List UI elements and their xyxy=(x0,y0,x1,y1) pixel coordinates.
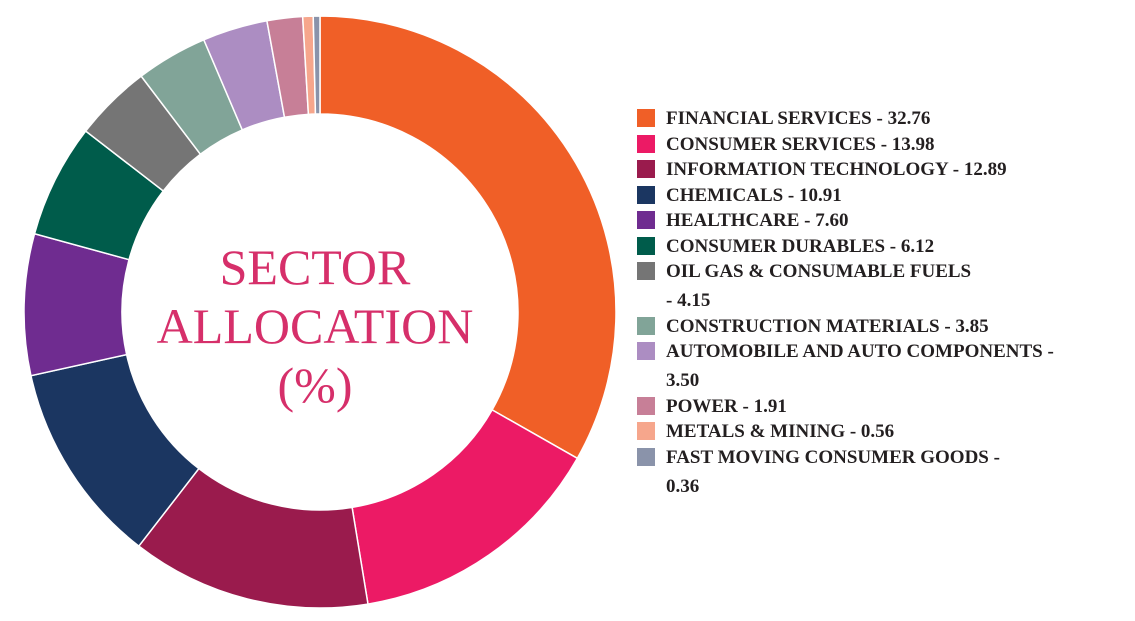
chart-legend: FINANCIAL SERVICES - 32.76 CONSUMER SERVI… xyxy=(637,108,1127,501)
legend-label-line: METALS & MINING - 0.56 xyxy=(666,421,895,442)
legend-label: POWER - 1.91 xyxy=(666,396,1126,418)
legend-label: FAST MOVING CONSUMER GOODS - 0.36 xyxy=(666,447,1126,498)
legend-label-line: CHEMICALS - 10.91 xyxy=(666,184,842,206)
chart-title-line: ALLOCATION xyxy=(156,298,474,354)
legend-label-line: POWER - 1.91 xyxy=(666,395,787,417)
legend-swatch xyxy=(637,185,655,204)
chart-title: SECTOR ALLOCATION (%) xyxy=(135,238,495,415)
legend-label-line: FINANCIAL SERVICES - 32.76 xyxy=(666,108,931,129)
legend-label-line: - 4.15 xyxy=(666,290,711,311)
chart-title-line: SECTOR xyxy=(219,239,411,295)
legend-item: CONSUMER DURABLES - 6.12 xyxy=(637,236,1127,258)
legend-label-line: HEALTHCARE - 7.60 xyxy=(666,210,849,231)
legend-label-line: CONSUMER DURABLES - 6.12 xyxy=(666,235,935,257)
legend-swatch xyxy=(637,109,655,127)
legend-item: AUTOMOBILE AND AUTO COMPONENTS - 3.50 xyxy=(637,341,1127,392)
legend-label: FINANCIAL SERVICES - 32.76 xyxy=(666,108,1126,130)
legend-label: CONSTRUCTION MATERIALS - 3.85 xyxy=(666,316,1126,338)
legend-label: METALS & MINING - 0.56 xyxy=(666,421,1126,443)
legend-swatch xyxy=(637,160,655,178)
donut-chart xyxy=(23,15,617,609)
legend-item: CONSUMER SERVICES - 13.98 xyxy=(637,134,1127,156)
legend-label-line: 0.36 xyxy=(666,475,700,497)
slice-fast-moving-consumer-goods xyxy=(312,15,321,115)
legend-swatch xyxy=(637,262,655,280)
legend-label-line: INFORMATION TECHNOLOGY - 12.89 xyxy=(666,159,1007,180)
legend-swatch xyxy=(637,316,655,335)
legend-label: CHEMICALS - 10.91 xyxy=(666,185,1126,207)
legend-label-line: 3.50 xyxy=(666,370,700,391)
legend-label: INFORMATION TECHNOLOGY - 12.89 xyxy=(666,159,1126,181)
legend-item: HEALTHCARE - 7.60 xyxy=(637,210,1127,232)
legend-item: OIL GAS & CONSUMABLE FUELS - 4.15 xyxy=(637,261,1127,312)
slice-financial-services xyxy=(319,15,617,460)
legend-item: FINANCIAL SERVICES - 32.76 xyxy=(637,108,1127,130)
legend-label: HEALTHCARE - 7.60 xyxy=(666,210,1126,232)
legend-swatch xyxy=(637,211,655,229)
legend-swatch xyxy=(637,342,655,360)
legend-label-line: FAST MOVING CONSUMER GOODS - xyxy=(666,446,1000,468)
legend-label: AUTOMOBILE AND AUTO COMPONENTS - 3.50 xyxy=(666,341,1126,392)
legend-label-line: OIL GAS & CONSUMABLE FUELS xyxy=(666,261,972,282)
legend-swatch xyxy=(637,447,655,466)
legend-label-line: CONSUMER SERVICES - 13.98 xyxy=(666,133,935,155)
legend-swatch xyxy=(637,134,655,153)
legend-label: CONSUMER SERVICES - 13.98 xyxy=(666,134,1126,156)
legend-item: POWER - 1.91 xyxy=(637,396,1127,418)
legend-label: OIL GAS & CONSUMABLE FUELS - 4.15 xyxy=(666,261,1126,312)
legend-item: METALS & MINING - 0.56 xyxy=(637,421,1127,443)
legend-swatch xyxy=(637,236,655,255)
legend-label: CONSUMER DURABLES - 6.12 xyxy=(666,236,1126,258)
legend-swatch xyxy=(637,396,655,415)
legend-swatch xyxy=(637,422,655,440)
legend-label-line: CONSTRUCTION MATERIALS - 3.85 xyxy=(666,315,989,337)
legend-item: FAST MOVING CONSUMER GOODS - 0.36 xyxy=(637,447,1127,498)
chart-title-line: (%) xyxy=(277,357,353,413)
legend-item: CHEMICALS - 10.91 xyxy=(637,185,1127,207)
legend-item: INFORMATION TECHNOLOGY - 12.89 xyxy=(637,159,1127,181)
legend-item: CONSTRUCTION MATERIALS - 3.85 xyxy=(637,316,1127,338)
legend-label-line: AUTOMOBILE AND AUTO COMPONENTS - xyxy=(666,341,1054,362)
slice-consumer-services xyxy=(351,408,579,605)
